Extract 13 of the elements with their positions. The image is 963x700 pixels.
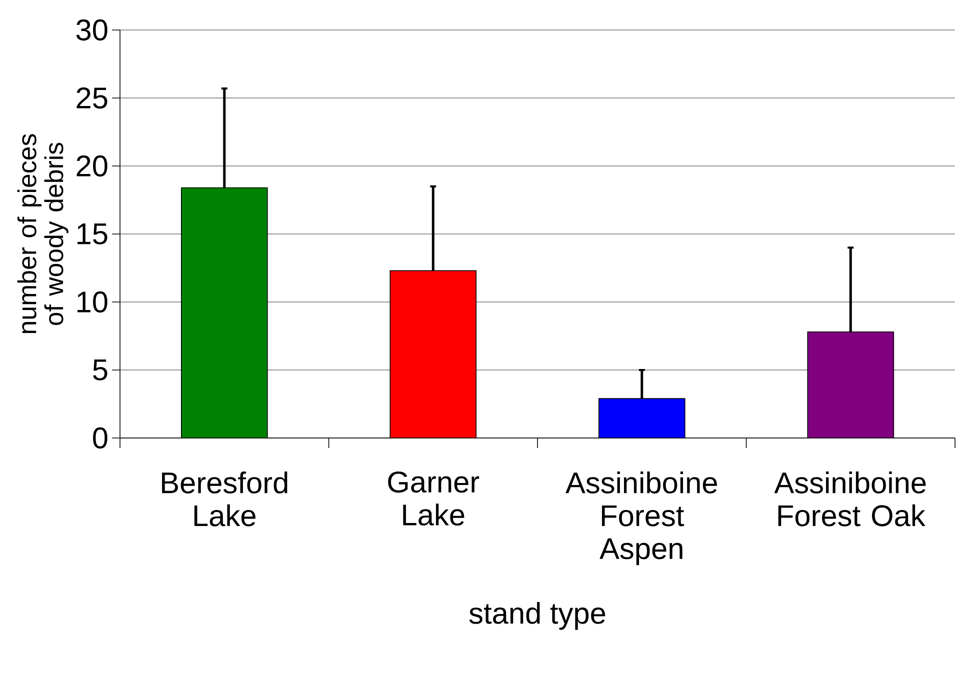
y-tick-label: 10 [78, 291, 108, 313]
y-tick-label: 20 [76, 155, 108, 177]
y-tick-label: 0 [93, 427, 108, 449]
y-tick-label: 25 [76, 87, 108, 109]
x-tick-label: Assiniboine Forest Aspen [566, 472, 717, 566]
x-axis-title: stand type [469, 602, 606, 630]
y-tick-label: 5 [93, 360, 108, 380]
x-tick-label: Garner Lake [388, 472, 480, 526]
y-tick-label: 30 [76, 19, 108, 41]
y-tick-label: 15 [78, 224, 108, 244]
x-tick-label: Beresford Lake [162, 472, 288, 526]
x-tick-label: Assiniboine Forest Oak [774, 472, 926, 526]
y-axis-title: number of pieces of woody debris [17, 134, 68, 334]
